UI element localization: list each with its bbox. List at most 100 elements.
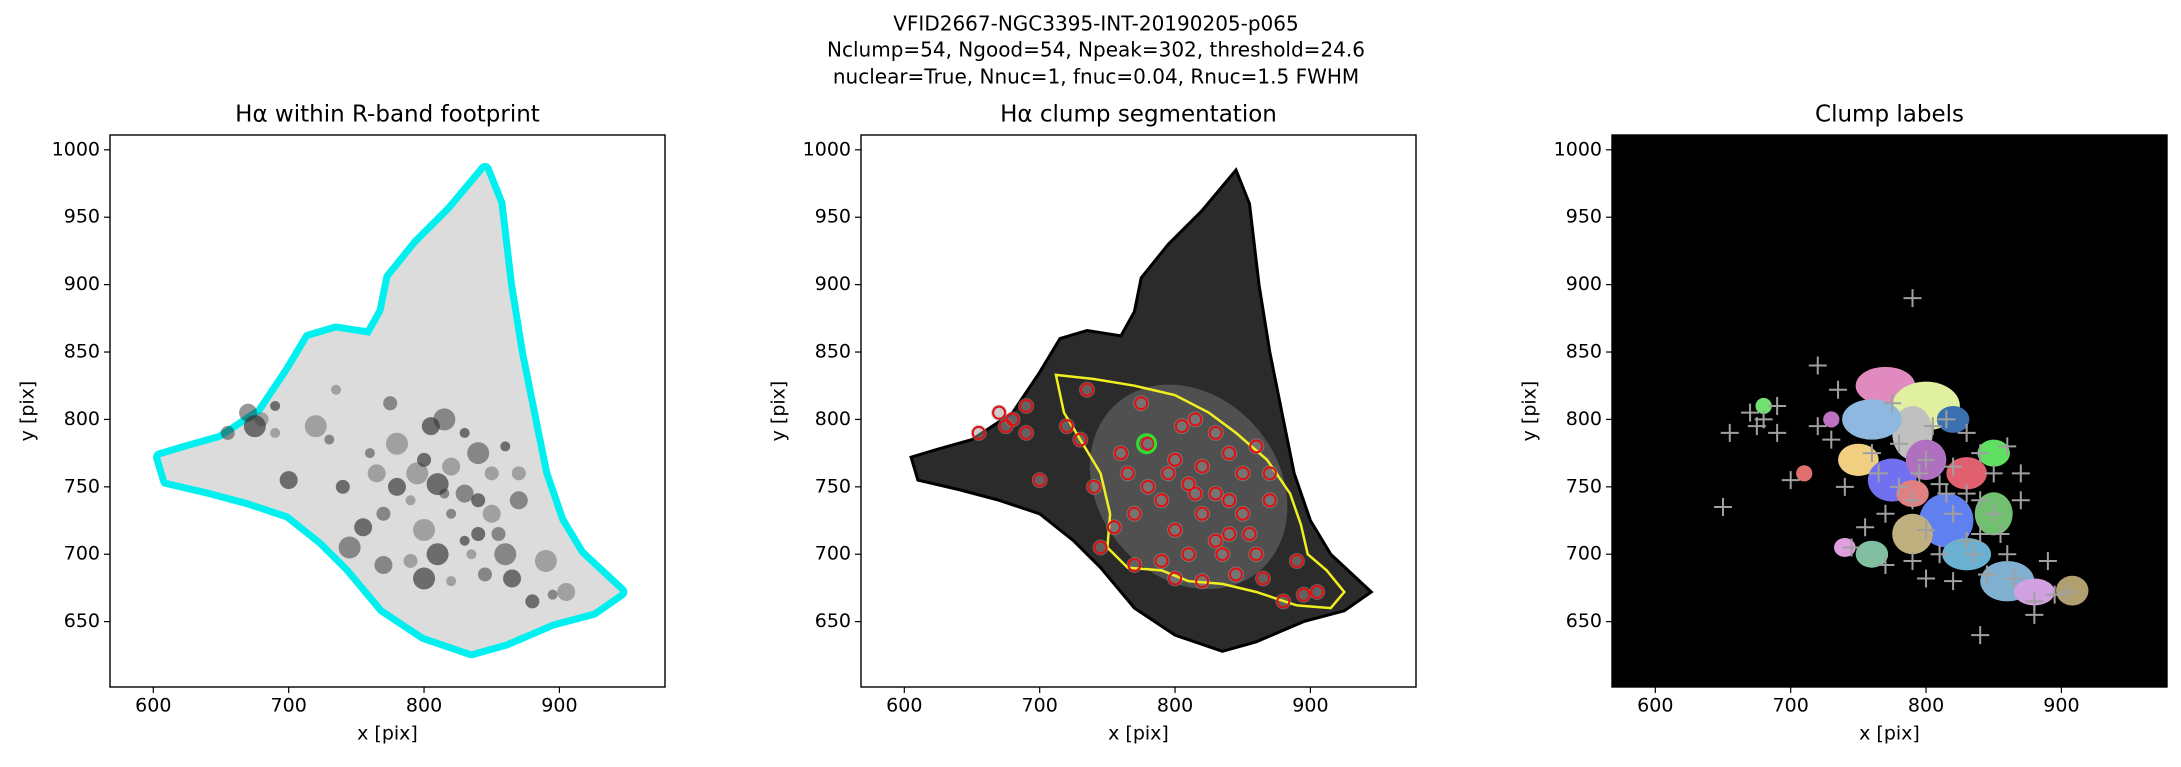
peak-marker — [1930, 475, 1949, 494]
y-tick-label: 650 — [64, 610, 100, 632]
clump-marker — [1127, 506, 1142, 521]
axes-frame — [109, 134, 666, 688]
emission — [459, 427, 470, 438]
peak-marker — [1808, 417, 1827, 436]
peak-marker — [1869, 464, 1888, 483]
peak-marker — [1747, 417, 1766, 436]
y-tick-label: 800 — [64, 408, 100, 430]
clump-marker — [1181, 547, 1196, 562]
clump-marker — [1154, 553, 1169, 568]
y-tick-label: 950 — [64, 206, 100, 228]
clump-marker — [1032, 473, 1047, 488]
clump-marker — [1140, 479, 1155, 494]
peak-marker — [2059, 582, 2078, 601]
clump-marker — [1222, 493, 1237, 508]
peak-marker — [1923, 417, 1942, 436]
peak-marker — [2011, 464, 2030, 483]
peak-marker — [1903, 491, 1922, 510]
peak-marker — [1808, 356, 1827, 375]
clump-marker — [1296, 587, 1311, 602]
peak-marker — [1917, 569, 1936, 588]
emission — [413, 518, 436, 541]
clump-marker — [1140, 436, 1155, 451]
emission — [471, 493, 486, 508]
y-tick-label: 850 — [815, 341, 851, 363]
clump-label — [1855, 540, 1889, 568]
peak-marker — [1883, 394, 1902, 413]
emission — [446, 576, 457, 587]
axes-frame — [1611, 134, 2168, 688]
clump-marker — [1093, 540, 1108, 555]
peak-marker — [1971, 626, 1990, 645]
x-axis-label: x [pix] — [1859, 723, 1920, 745]
x-tick-label: 800 — [406, 695, 442, 717]
peak-marker — [1971, 525, 1990, 544]
clump-marker — [1262, 466, 1277, 481]
peak-marker — [1957, 484, 1976, 503]
clump-marker — [1168, 522, 1183, 537]
emission — [403, 553, 418, 568]
emission — [494, 543, 517, 566]
contour — [1054, 373, 1346, 610]
clump-marker — [1195, 459, 1210, 474]
clump-marker — [1235, 466, 1250, 481]
peak-marker — [2011, 491, 2030, 510]
x-tick-label: 900 — [2043, 695, 2079, 717]
peak-marker — [1862, 444, 1881, 463]
peak-marker — [1876, 556, 1895, 575]
clump-marker — [1208, 486, 1223, 501]
peak-marker — [1781, 471, 1800, 490]
emission — [383, 396, 398, 411]
clump-marker — [1262, 493, 1277, 508]
peak-marker — [1876, 504, 1895, 523]
clump-marker — [1310, 584, 1325, 599]
x-axis-label: x [pix] — [1108, 723, 1169, 745]
peak-marker — [2005, 569, 2024, 588]
peak-marker — [1822, 430, 1841, 449]
peak-marker — [1984, 504, 2003, 523]
y-axis-label: y [pix] — [1519, 381, 1541, 442]
emission — [446, 508, 457, 519]
x-tick-label: 700 — [1773, 695, 1809, 717]
clump-marker — [1195, 506, 1210, 521]
clump-label — [1755, 397, 1772, 415]
peak-marker — [2038, 551, 2057, 570]
clump-marker — [1168, 452, 1183, 467]
emission — [459, 535, 470, 546]
peak-marker — [1930, 545, 1949, 564]
y-tick-label: 900 — [815, 273, 851, 295]
image — [861, 135, 1416, 687]
clump-marker — [1228, 567, 1243, 582]
emission — [471, 527, 486, 542]
peak-marker — [1964, 545, 1983, 564]
suptitle: Nclump=54, Ngood=54, Npeak=302, threshol… — [827, 38, 1365, 62]
emission — [335, 479, 350, 494]
peak-marker — [1998, 437, 2017, 456]
y-tick-label: 650 — [815, 610, 851, 632]
clump-marker — [1222, 446, 1237, 461]
peak-marker — [1991, 525, 2010, 544]
emission — [338, 536, 361, 559]
emission — [433, 408, 456, 431]
clump-label — [1892, 513, 1933, 555]
x-tick-label: 700 — [271, 695, 307, 717]
peak-marker — [1768, 396, 1787, 415]
emission — [503, 569, 522, 588]
emission — [385, 432, 408, 455]
clump-label — [1946, 457, 1987, 490]
y-tick-label: 700 — [815, 543, 851, 565]
peak-marker — [1842, 538, 1861, 557]
footprint-inner — [160, 170, 621, 652]
peak-marker — [1917, 520, 1936, 539]
emission — [220, 425, 235, 440]
y-tick-label: 1000 — [1554, 138, 1602, 160]
peak-marker — [1957, 423, 1976, 442]
clump-marker — [1276, 594, 1291, 609]
emission — [467, 442, 490, 465]
emission — [491, 527, 506, 542]
image — [110, 135, 665, 687]
axes-title: Hα clump segmentation — [1000, 102, 1277, 128]
x-tick-label: 800 — [1157, 695, 1193, 717]
clump-marker — [1019, 425, 1034, 440]
y-tick-label: 750 — [815, 475, 851, 497]
